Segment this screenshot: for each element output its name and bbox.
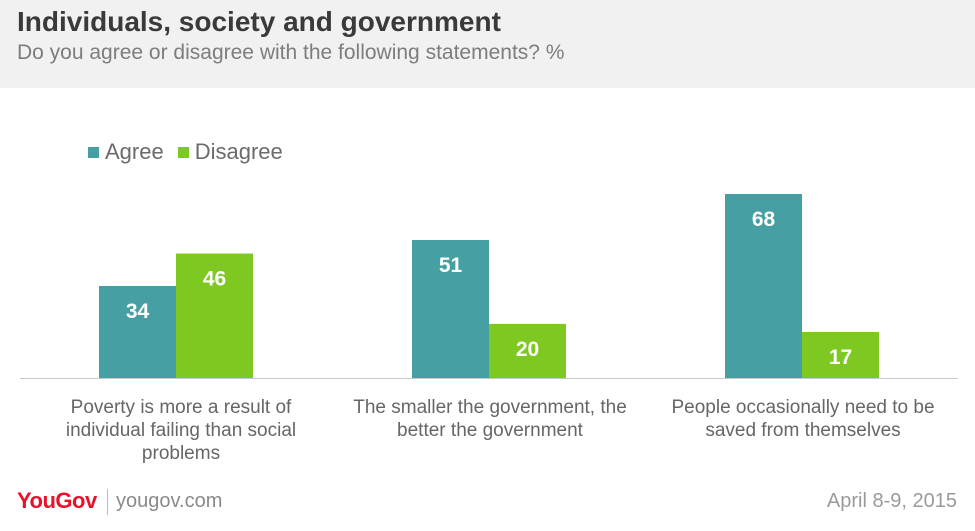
legend-item-agree: Agree [88,139,164,165]
legend: Agree Disagree [88,138,297,166]
chart-title: Individuals, society and government [17,6,501,37]
footer-divider [107,489,108,515]
data-label-disagree-saved-from-themselves: 17 [829,346,852,369]
data-label-agree-saved-from-themselves: 68 [752,208,776,231]
legend-swatch-agree [88,146,99,158]
legend-item-disagree: Disagree [177,139,283,165]
bar-disagree-poverty [176,253,253,378]
header-band: Individuals, society and government Do y… [0,0,975,88]
bar-agree-poverty [99,286,176,378]
legend-label-agree: Agree [105,139,164,164]
survey-date: April 8-9, 2015 [826,490,957,512]
data-label-agree-poverty: 34 [126,300,150,323]
category-label-smaller-government: The smaller the government, the better t… [353,397,627,441]
data-label-disagree-smaller-government: 20 [516,338,539,361]
data-label-disagree-poverty: 46 [203,268,226,291]
bar-agree-smaller-government [412,240,489,378]
yougov-logo: YouGov [17,488,97,513]
legend-label-disagree: Disagree [194,139,283,164]
legend-swatch-disagree [177,146,189,158]
category-label-saved-from-themselves: People occasionally need to be saved fro… [671,397,935,441]
bar-agree-saved-from-themselves [725,194,802,378]
bar-disagree-smaller-government [489,323,566,378]
bar-disagree-saved-from-themselves [802,332,879,378]
chart-subtitle: Do you agree or disagree with the follow… [17,41,565,64]
footer-url: yougov.com [116,490,223,512]
data-label-agree-smaller-government: 51 [439,254,463,277]
category-label-poverty: Poverty is more a result of individual f… [65,397,297,464]
